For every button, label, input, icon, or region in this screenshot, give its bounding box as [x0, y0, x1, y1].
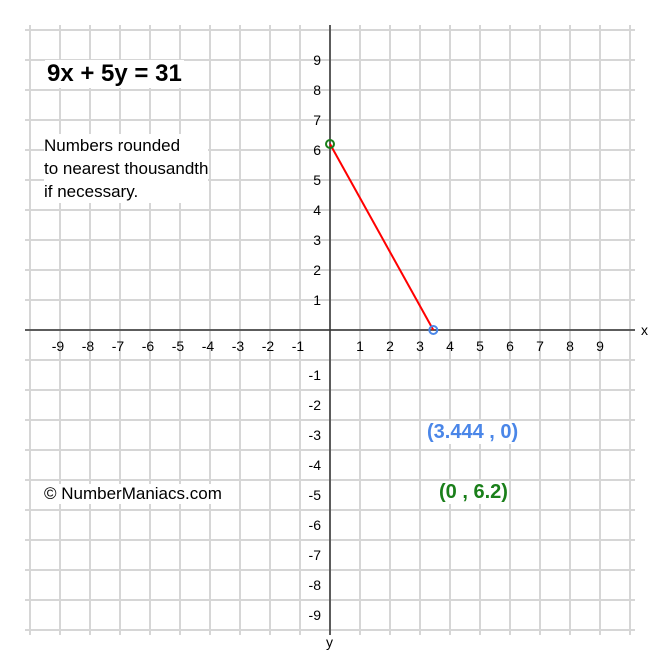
x-tick-label: 1 [356, 338, 364, 354]
y-intercept-point [325, 139, 335, 149]
x-intercept-point [428, 325, 439, 335]
x-tick-label: 7 [536, 338, 544, 354]
y-tick-label: 5 [313, 172, 321, 188]
x-tick-label: 3 [416, 338, 424, 354]
y-tick-label: -6 [309, 517, 322, 533]
y-tick-label: 6 [313, 142, 321, 158]
y-tick-label: -2 [309, 397, 322, 413]
y-intercept-label: (0 , 6.2) [439, 481, 508, 504]
equation-line [329, 143, 435, 331]
x-tick-label: -9 [52, 338, 65, 354]
y-tick-label: -5 [309, 487, 322, 503]
y-tick-label: -4 [309, 457, 322, 473]
x-tick-label: 5 [476, 338, 484, 354]
x-tick-label: 9 [596, 338, 604, 354]
y-tick-label: 9 [313, 52, 321, 68]
x-tick-label: -6 [142, 338, 155, 354]
y-tick-label: -3 [309, 427, 322, 443]
copyright: © NumberManiacs.com [44, 484, 222, 504]
y-tick-label: 4 [313, 202, 321, 218]
rounding-note: Numbers rounded to nearest thousandth if… [44, 134, 209, 203]
x-tick-label: 2 [386, 338, 394, 354]
x-tick-label: -5 [172, 338, 185, 354]
x-intercept-label: (3.444 , 0) [427, 421, 519, 444]
x-tick-label: -4 [202, 338, 215, 354]
y-tick-label: -8 [309, 577, 322, 593]
y-tick-label: -7 [309, 547, 322, 563]
x-tick-label: -7 [112, 338, 125, 354]
y-tick-label: -1 [309, 367, 322, 383]
x-tick-label: -8 [82, 338, 95, 354]
equation-title: 9x + 5y = 31 [45, 60, 184, 88]
y-tick-label: 3 [313, 232, 321, 248]
y-tick-label: -9 [309, 607, 322, 623]
x-axis-label: x [641, 322, 648, 338]
x-tick-label: 6 [506, 338, 514, 354]
y-tick-label: 1 [313, 292, 321, 308]
y-axis-label: y [326, 634, 333, 650]
x-tick-label: 4 [446, 338, 454, 354]
y-tick-label: 8 [313, 82, 321, 98]
x-tick-label: -2 [262, 338, 275, 354]
y-tick-label: 2 [313, 262, 321, 278]
x-tick-label: 8 [566, 338, 574, 354]
x-tick-label: -1 [292, 338, 305, 354]
y-tick-label: 7 [313, 112, 321, 128]
x-tick-label: -3 [232, 338, 245, 354]
